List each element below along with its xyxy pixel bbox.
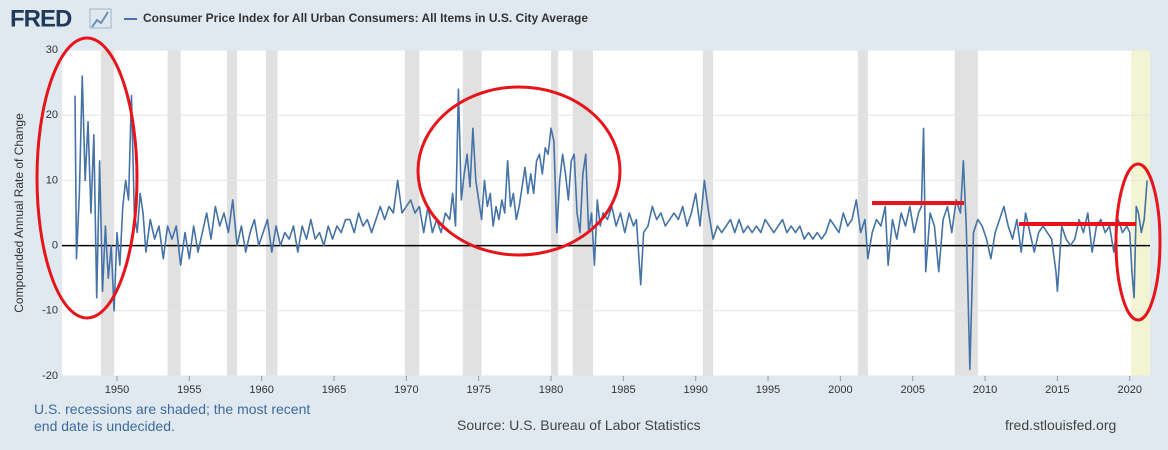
x-tick-label: 1950 (105, 384, 129, 396)
source-note: Source: U.S. Bureau of Labor Statistics (457, 417, 701, 433)
legend-label: Consumer Price Index for All Urban Consu… (143, 11, 588, 25)
annotations (35, 36, 1162, 322)
x-tick-label: 1990 (683, 384, 707, 396)
x-tick-label: 1965 (322, 384, 346, 396)
x-tick-label: 1995 (756, 384, 780, 396)
x-tick-label: 1955 (177, 384, 201, 396)
x-tick-label: 1975 (466, 384, 490, 396)
y-tick-label: 20 (46, 109, 58, 121)
recession-band (167, 50, 181, 376)
website: fred.stlouisfed.org (1005, 417, 1117, 433)
x-tick-label: 1970 (394, 384, 418, 396)
recession-band (101, 50, 115, 376)
recession-band (857, 50, 868, 376)
y-tick-label: -10 (42, 305, 58, 317)
recession-band (572, 50, 593, 376)
x-tick-label: 2005 (900, 384, 924, 396)
x-tick-label: 2000 (828, 384, 852, 396)
y-tick-label: 30 (46, 44, 58, 56)
y-tick-label: 10 (46, 174, 58, 186)
x-tick-label: 2020 (1118, 384, 1142, 396)
series-line (74, 75, 1148, 371)
annotation-circle (1114, 162, 1162, 322)
logo-icon (91, 11, 109, 28)
recession-band (462, 50, 482, 376)
y-tick-label: 0 (52, 240, 58, 252)
logo-icon-frame (89, 8, 112, 29)
recession-band (404, 50, 420, 376)
x-tick-label: 2010 (973, 384, 997, 396)
recession-band (266, 50, 278, 376)
y-axis-label: Compounded Annual Rate of Change (12, 113, 26, 313)
recession-band (551, 50, 559, 376)
x-tick-label: 2015 (1045, 384, 1069, 396)
x-tick-label: 1960 (249, 384, 273, 396)
annotation-circle (416, 85, 622, 257)
annotation-circle (35, 36, 139, 320)
x-tick-label: 1985 (611, 384, 635, 396)
logo: FRED (10, 5, 72, 32)
ongoing-recession-band (1131, 50, 1150, 376)
recession-band (226, 50, 238, 376)
y-tick-label: -20 (42, 370, 58, 382)
recession-note: U.S. recessions are shaded; the most rec… (34, 401, 311, 434)
x-tick-label: 1980 (539, 384, 563, 396)
